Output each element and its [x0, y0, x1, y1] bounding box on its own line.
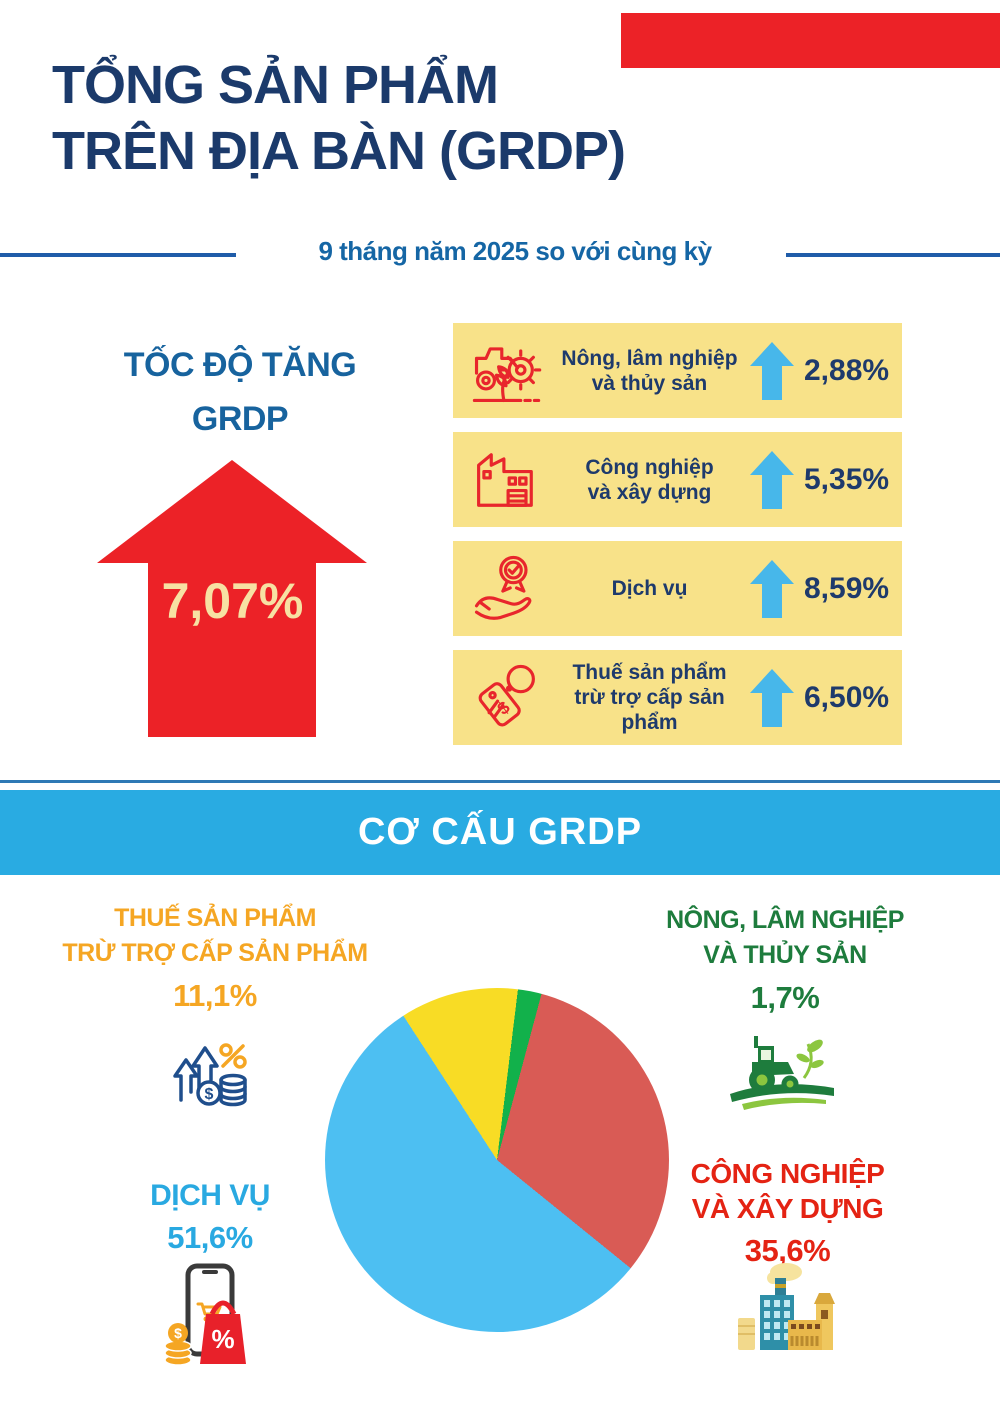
- pie-label-industry: CÔNG NGHIỆP VÀ XÂY DỰNG 35,6%: [635, 1156, 940, 1270]
- pie-label-tax: THUẾ SẢN PHẨM TRỪ TRỢ CẤP SẢN PHẨM 11,1%: [25, 901, 405, 1015]
- structure-banner-title: CƠ CẤU GRDP: [357, 811, 643, 853]
- svg-text:$: $: [205, 1086, 214, 1103]
- growth-row-agriculture: Nông, lâm nghiệp và thủy sản 2,88%: [453, 323, 902, 418]
- green-tractor-icon: [722, 1016, 842, 1114]
- pie-label-tax-value: 11,1%: [173, 978, 257, 1013]
- growth-row-industry: Công nghiệp và xây dựng 5,35%: [453, 432, 902, 527]
- pie-label-agriculture-value: 1,7%: [750, 980, 820, 1015]
- page-title-line-1: TỔNG SẢN PHẨM: [52, 55, 499, 115]
- growth-value: 8,59%: [804, 571, 890, 605]
- mobile-shopping-icon: $ %: [160, 1262, 260, 1370]
- rising-coins-percent-icon: $: [167, 1024, 253, 1110]
- svg-text:%: %: [211, 1324, 234, 1354]
- pie-label-industry-value: 35,6%: [744, 1233, 831, 1268]
- growth-total-value: 7,07%: [161, 573, 304, 629]
- page-title-line-2: TRÊN ĐỊA BÀN (GRDP): [52, 121, 626, 181]
- tractor-wheat-icon: [463, 331, 549, 411]
- subtitle: 9 tháng năm 2025 so với cùng kỳ: [318, 236, 712, 266]
- up-arrow-icon: [750, 341, 794, 400]
- growth-label: Công nghiệp và xây dựng: [585, 455, 714, 504]
- structure-banner: CƠ CẤU GRDP: [0, 790, 1000, 875]
- growth-heading-line-2: GRDP: [191, 400, 289, 438]
- price-tag-icon: $: [463, 658, 549, 738]
- factory-building-icon: [463, 440, 549, 520]
- growth-label: Thuế sản phẩm trừ trợ cấp sản phẩm: [572, 661, 727, 734]
- svg-text:$: $: [174, 1325, 182, 1341]
- growth-label: Dịch vụ: [611, 577, 688, 600]
- growth-label: Nông, lâm nghiệp và thủy sản: [561, 346, 738, 395]
- sector-growth-list: Nông, lâm nghiệp và thủy sản 2,88% Công …: [453, 323, 902, 759]
- growth-value: 5,35%: [804, 462, 890, 496]
- section-divider-line: [0, 780, 1000, 783]
- pie-label-agriculture: NÔNG, LÂM NGHIỆP VÀ THỦY SẢN 1,7%: [625, 903, 945, 1017]
- big-up-arrow-icon: [95, 456, 370, 741]
- factory-flat-icon: [726, 1260, 844, 1372]
- growth-value: 6,50%: [804, 680, 890, 714]
- growth-value: 2,88%: [804, 353, 890, 387]
- growth-row-taxes: $ Thuế sản phẩm trừ trợ cấp sản phẩm 6,5…: [453, 650, 902, 745]
- subtitle-rule-left: [0, 253, 236, 257]
- pie-chart: [325, 988, 669, 1332]
- growth-row-services: Dịch vụ 8,59%: [453, 541, 902, 636]
- page-title: TỔNG SẢN PHẨM TRÊN ĐỊA BÀN (GRDP): [52, 52, 832, 184]
- growth-heading-line-1: TỐC ĐỘ TĂNG: [123, 346, 357, 384]
- hand-award-icon: [463, 549, 549, 629]
- header-accent-bar: [621, 13, 1000, 68]
- pie-label-services: DỊCH VỤ 51,6%: [105, 1178, 315, 1257]
- pie-label-services-value: 51,6%: [167, 1220, 253, 1255]
- up-arrow-icon: [750, 668, 794, 727]
- subtitle-rule-right: [786, 253, 1000, 257]
- up-arrow-icon: [750, 559, 794, 618]
- up-arrow-icon: [750, 450, 794, 509]
